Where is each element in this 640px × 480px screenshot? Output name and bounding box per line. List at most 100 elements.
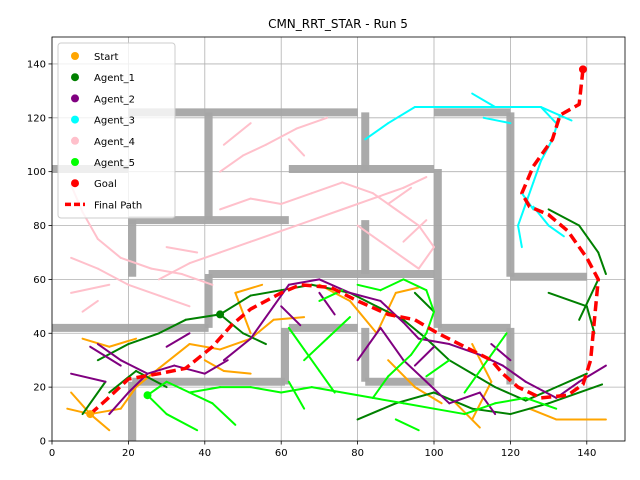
- tree-edge: [371, 192, 397, 211]
- tree-edge: [242, 143, 267, 157]
- x-tick-label: 80: [351, 448, 364, 459]
- tree-edge: [528, 407, 558, 421]
- y-tick-label: 100: [27, 167, 46, 178]
- tree-edge: [280, 305, 302, 327]
- tree-edge: [463, 369, 481, 394]
- x-tick-label: 100: [424, 448, 443, 459]
- tree-edge: [425, 310, 435, 335]
- tree-edge: [184, 313, 222, 321]
- tree-edge: [203, 359, 225, 372]
- tree-edge: [287, 326, 306, 351]
- legend-label: Goal: [94, 179, 117, 190]
- tree-edge: [303, 348, 321, 372]
- tree-edge: [287, 138, 306, 157]
- tree-edge: [482, 116, 512, 125]
- legend-box: [57, 42, 176, 219]
- tree-edge: [524, 380, 558, 399]
- tree-edge: [188, 386, 222, 394]
- y-tick-label: 0: [40, 437, 46, 448]
- tree-edge: [81, 380, 107, 416]
- legend-swatch-marker: [71, 52, 79, 60]
- tree-edge: [425, 359, 451, 378]
- tree-edge: [173, 364, 206, 375]
- tree-edge: [81, 299, 99, 313]
- tree-edge: [96, 267, 130, 286]
- tree-edge: [379, 278, 405, 292]
- tree-edge: [402, 402, 435, 410]
- tree-edge: [234, 291, 252, 335]
- legend-label: Final Path: [94, 200, 142, 211]
- tree-edge: [425, 337, 451, 362]
- tree-edge: [222, 369, 252, 375]
- tree-edge: [108, 369, 138, 394]
- legend-label: Start: [94, 52, 119, 63]
- tree-edge: [471, 380, 493, 421]
- tree-edge: [249, 305, 275, 340]
- tree-edge: [180, 273, 214, 286]
- tree-edge: [425, 289, 435, 313]
- tree-edge: [280, 386, 313, 394]
- tree-agent-3: [364, 92, 573, 249]
- tree-edge: [280, 192, 313, 205]
- tree-edge: [547, 224, 565, 238]
- tree-edge: [219, 240, 252, 254]
- legend-label: Agent_1: [94, 73, 135, 84]
- tree-edge: [310, 208, 344, 222]
- tree-edge: [287, 278, 321, 286]
- tree-edge: [597, 251, 607, 276]
- tree-edge: [219, 197, 252, 211]
- final-path-line: [89, 69, 601, 416]
- tree-edge: [364, 122, 390, 141]
- y-tick-label: 140: [27, 59, 46, 70]
- tree-edge: [165, 413, 199, 432]
- tree-edge: [157, 294, 191, 308]
- tree-edge: [272, 316, 306, 321]
- tree-edge: [394, 208, 420, 227]
- legend-swatch-marker: [71, 115, 79, 124]
- x-tick-label: 40: [198, 448, 211, 459]
- legend-swatch-marker: [71, 158, 79, 166]
- start-marker: [86, 410, 95, 419]
- tree-edge: [348, 291, 378, 308]
- x-tick-label: 140: [577, 448, 596, 459]
- tree-edge: [471, 92, 497, 109]
- tree-edge: [287, 380, 306, 410]
- plot-frame: [51, 36, 626, 442]
- tree-edge: [578, 224, 600, 254]
- tree-edge: [127, 283, 160, 297]
- tree-edge: [157, 318, 187, 335]
- tree-edge: [524, 386, 558, 402]
- tree-edge: [448, 359, 474, 375]
- tree-edge: [264, 127, 298, 146]
- tree-edge: [379, 299, 405, 324]
- tree-edge: [119, 359, 149, 375]
- x-tick-label: 120: [501, 448, 520, 459]
- tree-edge: [417, 224, 435, 249]
- tree-edge: [318, 291, 336, 316]
- tree-edge: [539, 106, 558, 125]
- tree-edge: [96, 238, 122, 259]
- tree-edge: [341, 391, 374, 399]
- tree-agent-4: [70, 116, 435, 313]
- markers: [86, 65, 587, 419]
- agent-marker: [143, 391, 152, 400]
- tree-edge: [387, 186, 413, 205]
- y-tick-label: 20: [33, 383, 46, 394]
- tree-edge: [108, 391, 130, 416]
- tree-edge: [539, 106, 573, 122]
- tree-edge: [402, 219, 428, 243]
- tree-edge: [490, 343, 512, 362]
- tree-edge: [96, 343, 130, 362]
- tree-edge: [326, 316, 351, 340]
- legend-label: Agent_3: [94, 116, 135, 127]
- tree-edge: [249, 386, 283, 394]
- tree-edge: [478, 391, 497, 416]
- tree-edge: [413, 345, 435, 367]
- tree-edge: [150, 267, 183, 276]
- tree-edge: [157, 262, 191, 281]
- tree-edge: [501, 364, 527, 383]
- tree-edge: [532, 159, 542, 184]
- tree-edge: [219, 337, 252, 351]
- tree-edge: [89, 345, 122, 367]
- y-tick-label: 120: [27, 113, 46, 124]
